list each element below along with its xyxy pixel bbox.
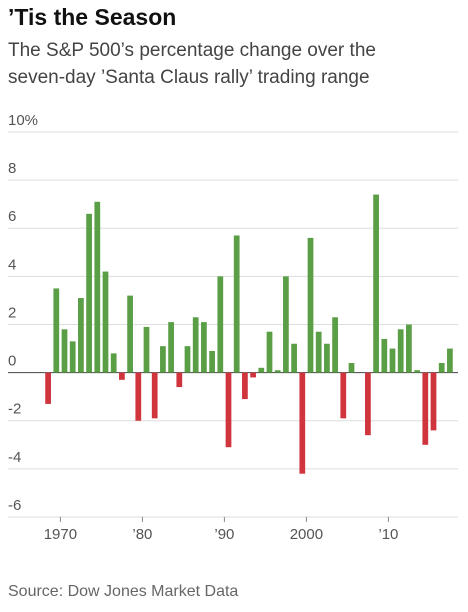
bar [119,372,125,380]
bar [414,370,420,373]
bar [381,338,388,373]
bar [184,346,191,373]
bar [250,372,256,378]
bar [78,298,84,373]
y-tick-label: 8 [8,160,16,177]
bar [201,322,207,373]
bar [209,350,215,373]
y-tick-label: -6 [8,497,21,514]
x-tick-label: ’90 [214,526,234,543]
bar [45,372,51,404]
bar [151,372,158,419]
bar [225,372,232,448]
bar [53,288,60,373]
bar [135,372,142,421]
bar [283,276,289,373]
bar [192,317,199,373]
bar [258,367,265,373]
bar [389,348,396,373]
bar [168,322,174,373]
y-tick-label: 2 [8,304,16,321]
x-tick-label: ’10 [378,526,398,543]
subtitle-line: The S&P 500’s percentage change over the [8,40,376,61]
x-tick-label: ’80 [132,526,152,543]
x-tick-label: 1970 [44,526,77,543]
bar [447,348,453,373]
bar [94,201,101,373]
bar [110,353,117,373]
bar [422,372,429,445]
y-tick-label: -2 [8,401,21,418]
bar [160,346,166,373]
bar [102,271,109,373]
chart-title: ’Tis the Season [8,4,176,30]
bar [397,329,404,373]
x-tick-label: 2000 [290,526,323,543]
bar [365,372,371,436]
y-tick-label: 0 [8,353,16,370]
bar [266,331,273,373]
bar [274,370,281,373]
bar [61,329,68,373]
source: Source: Dow Jones Market Data [8,583,238,600]
chart-subtitle: The S&P 500’s percentage change over the… [8,40,376,88]
bar [69,341,76,373]
y-tick-label: 4 [8,256,16,273]
bar [307,237,314,373]
bar [217,276,224,373]
bar [242,372,248,400]
bar [324,343,330,373]
subtitle-line: seven-day ’Santa Claus rally’ trading ra… [8,67,370,88]
bar [86,213,92,373]
bar [438,363,445,373]
bar [406,324,412,373]
y-tick-label: -4 [8,449,21,466]
bar [291,343,297,373]
bar [299,372,306,474]
bar [340,372,347,419]
bar [332,317,338,373]
bar [143,326,150,373]
bar [348,363,355,373]
bar [176,372,183,388]
y-tick-label: 10% [8,112,38,129]
bar [430,372,437,431]
y-tick-label: 6 [8,208,16,225]
bar [233,235,240,373]
bar [315,331,322,373]
bar [373,194,379,373]
bar [127,295,133,373]
